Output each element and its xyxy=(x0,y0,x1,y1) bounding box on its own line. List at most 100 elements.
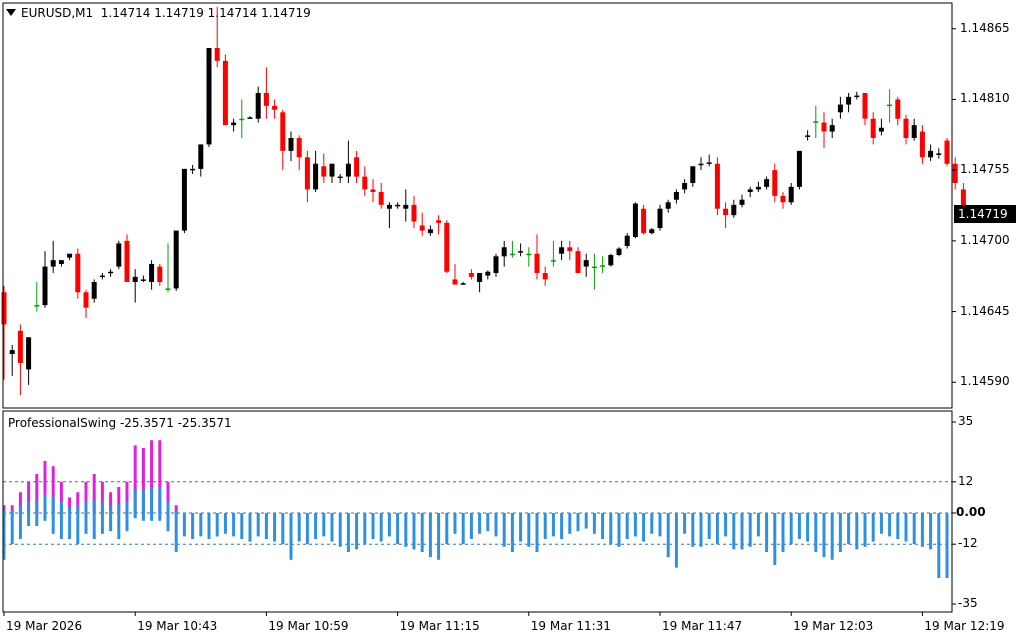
candle xyxy=(657,204,663,231)
candle xyxy=(682,179,688,194)
candle xyxy=(17,324,23,396)
indicator-histogram xyxy=(2,440,949,578)
candle xyxy=(444,220,450,273)
hist-bar-positive xyxy=(68,497,72,513)
candle xyxy=(419,212,425,236)
hist-bar-negative xyxy=(207,513,211,539)
candle xyxy=(354,150,360,183)
hist-bar-negative xyxy=(724,513,728,537)
candle xyxy=(673,189,679,204)
hist-bar-inner xyxy=(100,502,104,513)
candle xyxy=(345,140,351,183)
candle xyxy=(944,138,950,167)
hist-bar-negative xyxy=(863,513,867,547)
hist-bar-negative xyxy=(576,513,580,532)
candle xyxy=(862,93,868,126)
hist-bar-inner xyxy=(174,510,178,513)
chart-header[interactable]: EURUSD,M1 1.14714 1.14719 1.14714 1.1471… xyxy=(6,6,311,20)
hist-bar-negative xyxy=(748,513,752,547)
hist-bar-negative xyxy=(273,513,277,542)
candle xyxy=(427,225,433,236)
candle xyxy=(641,204,647,235)
candle xyxy=(870,112,876,145)
hist-bar-negative xyxy=(232,513,236,537)
hist-bar-negative xyxy=(314,513,318,539)
candle xyxy=(928,144,934,162)
hist-bar-negative xyxy=(707,513,711,539)
hist-bar-negative xyxy=(355,513,359,550)
hist-bar-negative xyxy=(281,513,285,545)
hist-bar-negative xyxy=(691,513,695,547)
hist-bar-negative xyxy=(535,513,539,552)
hist-bar-negative xyxy=(642,513,646,542)
candle xyxy=(600,256,606,273)
level-tick-label: 12 xyxy=(958,473,974,488)
candle xyxy=(911,118,917,141)
hist-bar-inner xyxy=(141,490,145,513)
candle xyxy=(280,109,286,171)
candle xyxy=(632,202,638,239)
hist-bar-negative xyxy=(371,513,375,539)
time-tick-label: 19 Mar 10:43 xyxy=(137,619,218,633)
hist-bar-negative xyxy=(330,513,334,542)
hist-bar-negative xyxy=(650,513,654,534)
hist-bar-negative xyxy=(199,513,203,537)
hist-bar-negative xyxy=(871,513,875,542)
hist-bar-negative xyxy=(240,513,244,539)
candle xyxy=(132,269,138,303)
hist-bar-inner xyxy=(43,494,47,513)
candle xyxy=(75,248,81,299)
hist-bar-positive xyxy=(109,492,113,513)
hist-bar-negative xyxy=(781,513,785,552)
hist-bar-negative xyxy=(625,513,629,539)
hist-bar-inner xyxy=(76,505,80,513)
candlestick-series xyxy=(1,6,975,396)
hist-bar-negative xyxy=(51,513,55,534)
hist-bar-positive xyxy=(18,492,22,513)
candle xyxy=(313,150,319,192)
hist-bar-negative xyxy=(469,513,473,539)
hist-bar-negative xyxy=(683,513,687,534)
time-tick-label: 19 Mar 11:15 xyxy=(399,619,480,633)
hist-bar-negative xyxy=(18,513,22,539)
candle xyxy=(526,247,532,267)
hist-bar-inner xyxy=(84,502,88,513)
level-tick-label: 35 xyxy=(958,414,974,428)
hist-bar-inner xyxy=(125,502,129,513)
candle xyxy=(239,99,245,138)
hist-bar-negative xyxy=(789,513,793,545)
candle xyxy=(764,176,770,190)
dropdown-triangle-icon[interactable] xyxy=(6,9,16,16)
hist-bar-negative xyxy=(715,513,719,545)
hist-bar-negative xyxy=(264,513,268,539)
candle xyxy=(321,153,327,183)
hist-bar-negative xyxy=(732,513,736,550)
hist-bar-negative xyxy=(699,513,703,547)
hist-bar-negative xyxy=(674,513,678,568)
candle xyxy=(936,148,942,159)
hist-bar-negative xyxy=(84,513,88,534)
hist-bar-negative xyxy=(158,513,162,521)
candle xyxy=(26,337,32,385)
hist-bar-positive xyxy=(76,492,80,513)
hist-bar-negative xyxy=(59,513,63,539)
indicator-header: ProfessionalSwing -25.3571 -25.3571 xyxy=(8,416,232,430)
price-tick-label: 1.14590 xyxy=(960,374,1010,389)
candle xyxy=(247,116,253,119)
hist-bar-negative xyxy=(215,513,219,537)
hist-bar-positive xyxy=(125,481,129,513)
candle xyxy=(501,240,507,267)
hist-bar-negative xyxy=(43,513,47,521)
hist-bar-positive xyxy=(27,481,31,513)
hist-bar-positive xyxy=(84,481,88,513)
hist-bar-negative xyxy=(289,513,293,560)
hist-bar-negative xyxy=(609,513,613,545)
candle xyxy=(706,154,712,167)
hist-bar-negative xyxy=(584,513,588,529)
hist-bar-negative xyxy=(174,513,178,552)
hist-bar-negative xyxy=(486,513,490,532)
candle xyxy=(518,243,524,257)
hist-bar-negative xyxy=(396,513,400,545)
time-tick-label: 19 Mar 12:03 xyxy=(793,619,874,633)
